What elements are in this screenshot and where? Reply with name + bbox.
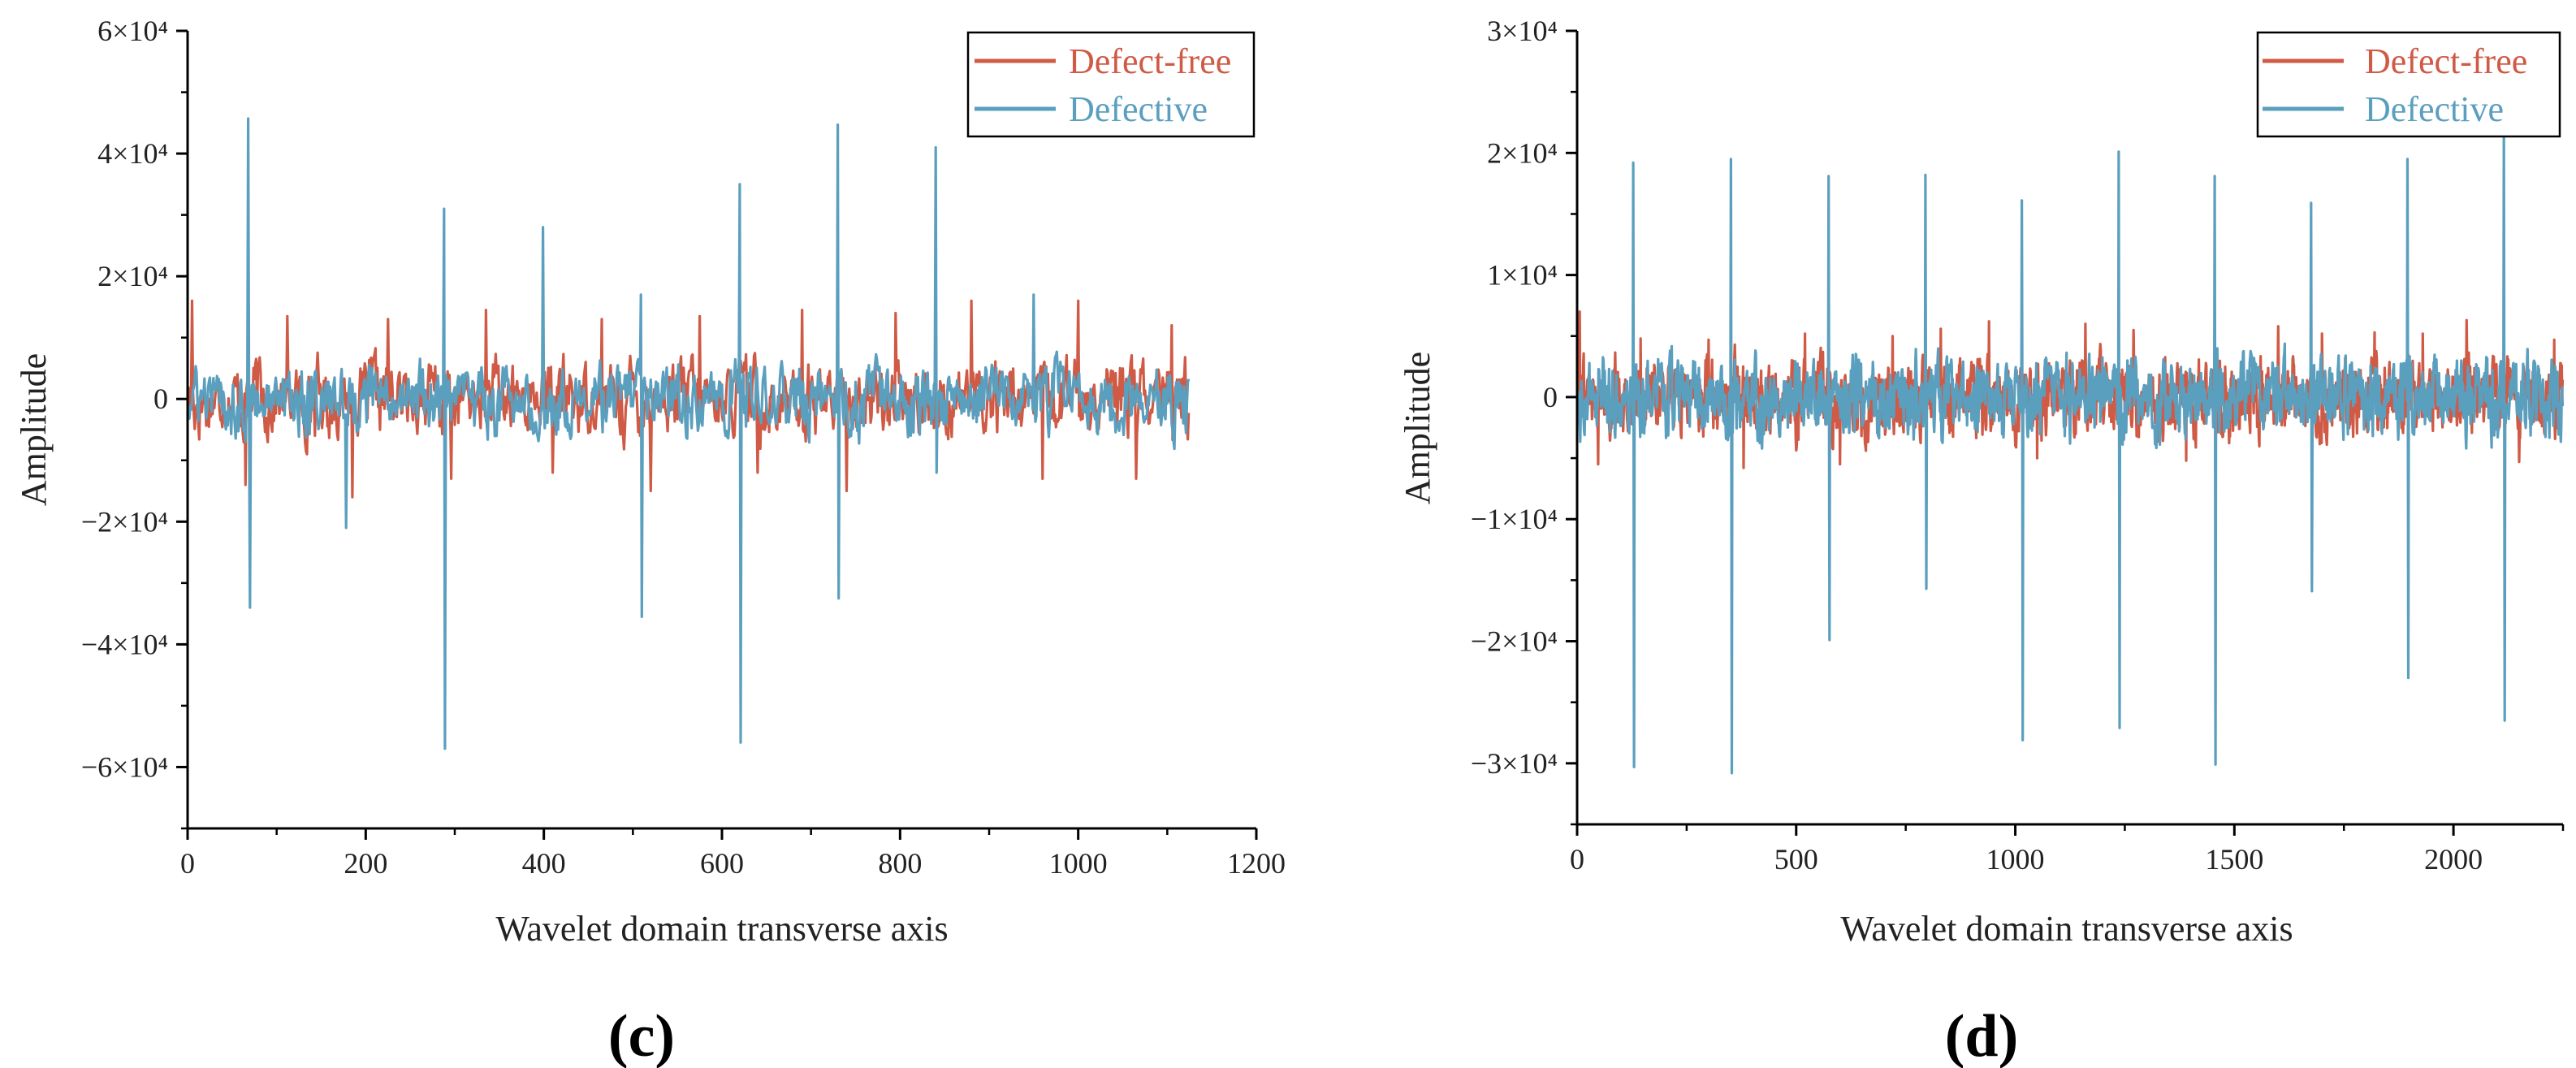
y-tick-label-d: 1×10⁴ xyxy=(1487,259,1558,292)
panel-label-c: (c) xyxy=(608,1003,675,1068)
legend-d: Defect-free Defective xyxy=(2256,31,2561,138)
x-tick-label-d: 1500 xyxy=(2205,843,2263,876)
x-tick-label-c: 600 xyxy=(700,847,744,880)
y-tick-label-d: −2×10⁴ xyxy=(1471,625,1558,658)
x-tick-label-c: 1000 xyxy=(1049,847,1108,880)
y-tick-label-c: 6×10⁴ xyxy=(97,15,168,47)
legend-label-defective-d: Defective xyxy=(2365,89,2504,129)
axis-ticks-d: 0 500 1000 1500 2000 −3×10⁴ −2×10⁴ −1×10⁴ 0 1×10⁴… xyxy=(1471,15,2565,876)
x-tick-label-c: 400 xyxy=(522,847,566,880)
y-tick-label-d: 2×10⁴ xyxy=(1487,136,1558,169)
panel-c: 0 200 400 600 800 1000 1200 −6×10⁴ −4×10⁴ −2×10⁴ 0… xyxy=(14,15,1286,1068)
y-tick-label-c: −2×10⁴ xyxy=(81,505,168,538)
legend-box-d xyxy=(2256,31,2561,138)
y-tick-label-c: −4×10⁴ xyxy=(81,628,168,660)
y-tick-label-c: 2×10⁴ xyxy=(97,260,168,292)
series-line-defective-d xyxy=(1575,131,2565,775)
x-axis-label-c: Wavelet domain transverse axis xyxy=(495,909,948,949)
legend-label-defect-free-d: Defect-free xyxy=(2365,41,2527,81)
axis-ticks-c: 0 200 400 600 800 1000 1200 −6×10⁴ −4×10⁴ −2×10⁴ 0… xyxy=(81,15,1286,880)
legend-label-defect-free-c: Defect-free xyxy=(1069,41,1231,81)
y-tick-label-d: −1×10⁴ xyxy=(1471,503,1558,535)
x-tick-label-c: 200 xyxy=(344,847,387,880)
x-tick-label-d: 500 xyxy=(1774,843,1818,876)
x-tick-label-c: 0 xyxy=(180,847,195,880)
y-tick-label-c: 0 xyxy=(153,383,168,415)
legend-c: Defect-free Defective xyxy=(966,31,1256,138)
y-tick-label-d: −3×10⁴ xyxy=(1471,747,1558,780)
series-line-defective-c xyxy=(186,117,1191,750)
y-tick-label-c: −6×10⁴ xyxy=(81,750,168,783)
x-tick-label-c: 1200 xyxy=(1227,847,1286,880)
x-axis-label-d: Wavelet domain transverse axis xyxy=(1840,909,2293,949)
y-tick-label-d: 3×10⁴ xyxy=(1487,15,1558,47)
y-tick-label-d: 0 xyxy=(1543,381,1558,413)
legend-box-c xyxy=(966,31,1256,138)
x-tick-label-d: 1000 xyxy=(1986,843,2045,876)
y-axis-label-c: Amplitude xyxy=(14,353,54,506)
x-tick-label-d: 0 xyxy=(1570,843,1584,876)
panel-d: 0 500 1000 1500 2000 −3×10⁴ −2×10⁴ −1×10⁴ 0 1×10⁴… xyxy=(1398,15,2565,1068)
plot-area-c xyxy=(186,117,1191,750)
panel-label-d: (d) xyxy=(1945,1003,2018,1068)
x-tick-label-c: 800 xyxy=(878,847,922,880)
x-tick-label-d: 2000 xyxy=(2424,843,2483,876)
legend-label-defective-c: Defective xyxy=(1069,89,1208,129)
y-axis-label-d: Amplitude xyxy=(1398,352,1437,504)
y-tick-label-c: 4×10⁴ xyxy=(97,137,168,170)
plot-area-d xyxy=(1575,131,2565,775)
